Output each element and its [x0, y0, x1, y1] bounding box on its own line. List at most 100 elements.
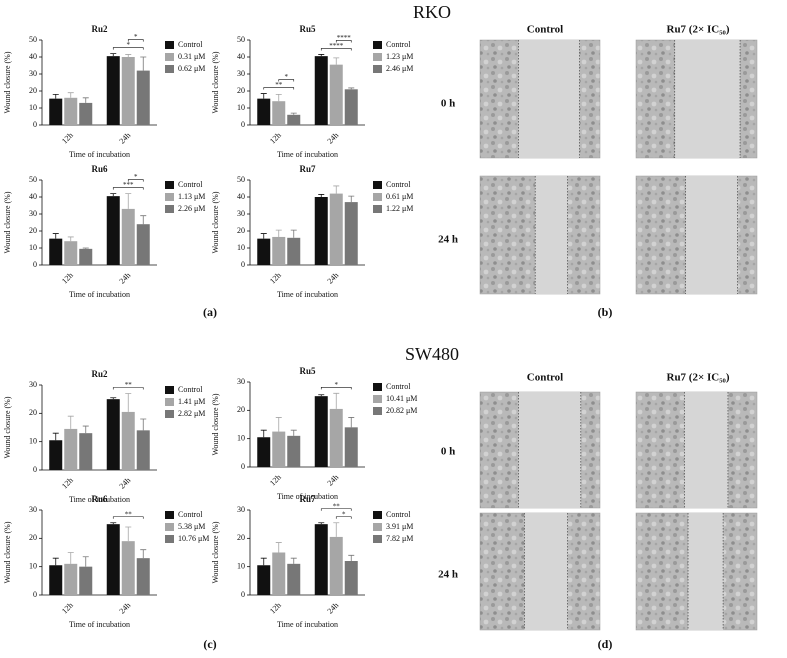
bar	[136, 558, 150, 595]
y-tick-label: 30	[29, 209, 37, 218]
error-bar	[318, 54, 325, 57]
column-label: Ru7 (2× IC₅₀)	[667, 24, 730, 36]
significance-label: *	[127, 41, 131, 49]
error-bar	[318, 194, 325, 197]
y-tick-label: 30	[29, 69, 37, 78]
error-bar	[140, 56, 147, 71]
significance-bracket	[320, 508, 352, 511]
significance-bracket	[112, 387, 144, 390]
x-tick-label: 12h	[60, 476, 75, 491]
y-tick-label: 50	[29, 35, 37, 44]
row-label: 0 h	[441, 98, 455, 110]
bar	[136, 430, 150, 470]
legend-label: Control	[178, 180, 203, 189]
x-tick-label: 24h	[118, 601, 133, 616]
legend-label: 20.82 μM	[386, 406, 417, 415]
panel-label: (a)	[203, 305, 217, 319]
legend-swatch	[165, 193, 174, 201]
error-bar	[140, 418, 147, 431]
y-tick-label: 10	[29, 103, 37, 112]
legend-swatch	[373, 535, 382, 543]
bar	[287, 435, 301, 467]
significance-bracket	[112, 47, 144, 50]
bar	[121, 208, 135, 265]
bar	[49, 238, 63, 265]
bar	[344, 202, 358, 265]
y-tick-label: 0	[33, 120, 37, 129]
legend-label: Control	[178, 510, 203, 519]
bar	[136, 224, 150, 265]
significance-label: **	[333, 502, 341, 510]
error-bar	[318, 522, 325, 525]
y-tick-label: 0	[241, 462, 245, 471]
chart-title: Ru7	[299, 494, 316, 504]
bar	[64, 97, 78, 125]
error-bar	[140, 549, 147, 559]
bar	[49, 98, 63, 125]
column-label: Control	[527, 24, 563, 36]
bar	[329, 408, 343, 467]
bar	[272, 431, 286, 467]
wound-gap	[535, 176, 568, 294]
error-bar	[275, 417, 282, 432]
y-tick-label: 30	[237, 377, 245, 386]
x-tick-label: 24h	[118, 131, 133, 146]
bar	[79, 248, 93, 265]
chart-title: Ru5	[299, 366, 316, 376]
row-label: 24 h	[438, 569, 458, 581]
x-axis-label: Time of incubation	[69, 620, 130, 629]
bar	[79, 102, 93, 125]
error-bar	[125, 193, 132, 209]
legend-swatch	[165, 181, 174, 189]
error-bar	[260, 233, 267, 239]
legend-label: 2.26 μM	[178, 204, 205, 213]
bar	[272, 552, 286, 595]
legend-label: 10.76 μM	[178, 534, 209, 543]
bar	[287, 114, 301, 125]
error-bar	[290, 112, 297, 115]
error-bar	[290, 229, 297, 238]
y-tick-label: 40	[237, 192, 245, 201]
y-tick-label: 20	[29, 408, 37, 417]
bar	[106, 56, 120, 125]
legend-swatch	[373, 65, 382, 73]
y-tick-label: 20	[237, 533, 245, 542]
legend-label: 0.62 μM	[178, 64, 205, 73]
y-tick-label: 10	[237, 103, 245, 112]
error-bar	[52, 94, 59, 99]
error-bar	[333, 57, 340, 65]
legend-label: 1.23 μM	[386, 52, 413, 61]
chart-title: Ru2	[91, 24, 108, 34]
significance-label: **	[125, 381, 133, 389]
error-bar	[140, 215, 147, 225]
legend-label: Control	[178, 385, 203, 394]
x-axis-label: Time of incubation	[277, 620, 338, 629]
significance-bracket	[112, 187, 144, 190]
significance-label: *	[134, 33, 138, 41]
error-bar	[348, 554, 355, 561]
y-tick-label: 0	[33, 260, 37, 269]
legend-swatch	[165, 386, 174, 394]
y-tick-label: 30	[29, 505, 37, 514]
legend-swatch	[373, 523, 382, 531]
bar	[257, 437, 271, 467]
y-tick-label: 30	[237, 209, 245, 218]
legend-label: Control	[386, 382, 411, 391]
error-bar	[82, 556, 89, 567]
column-label: Control	[527, 372, 563, 384]
legend-swatch	[373, 193, 382, 201]
error-bar	[82, 247, 89, 249]
y-tick-label: 0	[241, 260, 245, 269]
error-bar	[275, 229, 282, 237]
bar	[257, 98, 271, 125]
y-axis-label: Wound closure (%)	[3, 191, 12, 253]
error-bar	[348, 87, 355, 90]
error-bar	[290, 429, 297, 436]
legend-label: 1.13 μM	[178, 192, 205, 201]
y-tick-label: 50	[237, 35, 245, 44]
legend-swatch	[373, 395, 382, 403]
legend-swatch	[373, 511, 382, 519]
bar	[314, 197, 328, 265]
bar	[64, 428, 78, 470]
